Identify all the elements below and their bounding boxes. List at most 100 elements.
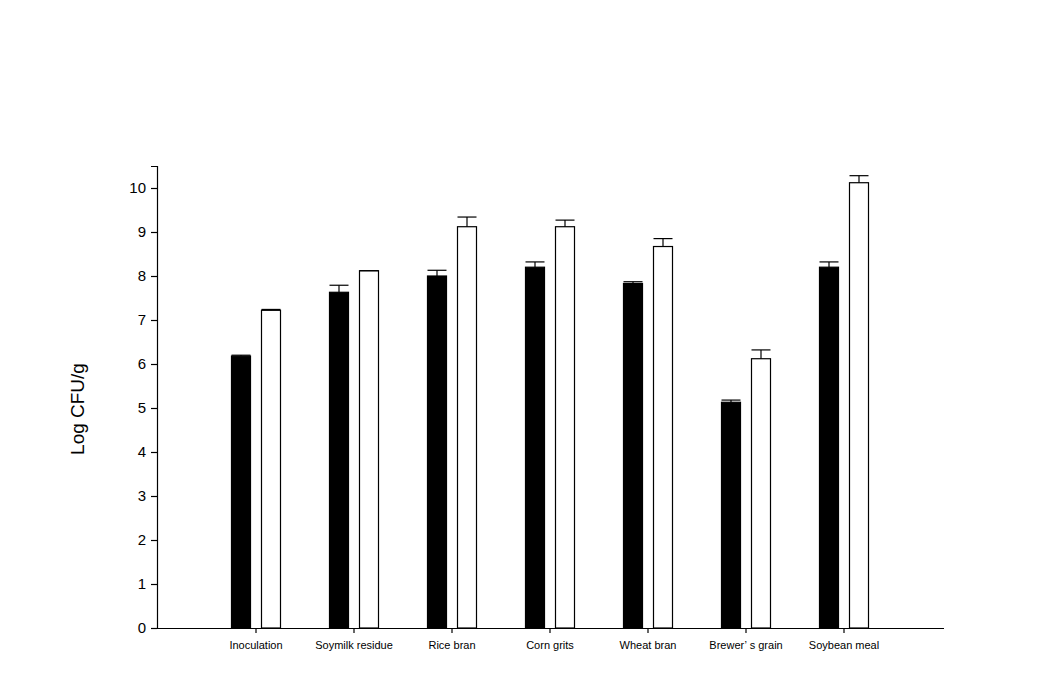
error-bar: [850, 176, 869, 183]
x-tick: Soymilk residue: [315, 628, 393, 651]
error-bar: [428, 270, 447, 276]
error-stem: [564, 220, 565, 227]
bar: [262, 310, 281, 628]
error-cap: [458, 216, 477, 217]
error-stem: [760, 350, 761, 359]
error-cap: [526, 261, 545, 262]
x-tick-label: Soybean meal: [809, 639, 879, 651]
y-tick: 3: [138, 487, 157, 504]
bar: [458, 227, 477, 628]
y-tick-mark: [151, 408, 157, 409]
error-cap: [820, 261, 839, 262]
x-tick-label: Rice bran: [428, 639, 475, 651]
y-tick-label: 4: [138, 443, 146, 460]
bars: [232, 176, 869, 628]
y-tick: 9: [138, 223, 157, 240]
x-tick-mark: [451, 628, 452, 633]
y-axis: 0 1 2 3 4 5 6 7 8 9 10: [129, 167, 157, 637]
y-tick: 7: [138, 311, 157, 328]
bar: [850, 183, 869, 628]
y-tick: 4: [138, 443, 157, 460]
error-bar: [820, 262, 839, 267]
error-cap: [752, 349, 771, 350]
x-tick-mark: [549, 628, 550, 633]
bar: [820, 267, 839, 628]
y-tick-label: 7: [138, 311, 146, 328]
error-cap: [330, 285, 349, 286]
error-bar: [556, 220, 575, 227]
error-stem: [338, 285, 339, 292]
y-tick-mark: [151, 232, 157, 233]
x-axis: Inoculation Soymilk residue Rice bran Corn …: [157, 628, 944, 651]
error-bar: [526, 262, 545, 267]
bar: [428, 276, 447, 628]
error-bar: [360, 270, 379, 271]
bar: [722, 402, 741, 628]
error-stem: [662, 239, 663, 247]
y-tick: 8: [138, 267, 157, 284]
y-tick: 0: [138, 619, 157, 636]
x-tick: Rice bran: [428, 628, 475, 651]
y-tick-mark: [151, 320, 157, 321]
error-cap: [556, 220, 575, 221]
error-bar: [624, 282, 643, 284]
chart: 0 1 2 3 4 5 6 7 8 9 10 Inoculation Soymilk residue Ri…: [0, 0, 1051, 674]
y-tick-label: 9: [138, 223, 146, 240]
bar: [556, 227, 575, 628]
y-tick-label: 10: [129, 179, 146, 196]
x-tick-label: Soymilk residue: [315, 639, 393, 651]
y-axis-title: Log CFU/g: [67, 363, 88, 455]
error-bar: [752, 350, 771, 359]
error-cap: [624, 281, 643, 282]
error-bar: [232, 355, 251, 357]
bar: [360, 271, 379, 628]
bar: [232, 356, 251, 628]
x-tick-label: Brewer’ s grain: [709, 639, 782, 651]
error-bar: [458, 217, 477, 227]
y-tick-mark: [151, 628, 157, 629]
y-tick: 6: [138, 355, 157, 372]
error-stem: [858, 176, 859, 183]
series: [232, 262, 839, 628]
error-bar: [722, 400, 741, 402]
y-tick-label: 5: [138, 399, 146, 416]
y-tick-label: 6: [138, 355, 146, 372]
x-tick-mark: [745, 628, 746, 633]
error-stem: [828, 262, 829, 267]
x-tick-mark: [647, 628, 648, 633]
y-tick: 1: [138, 575, 157, 592]
y-tick-label: 1: [138, 575, 146, 592]
y-tick-mark: [151, 584, 157, 585]
y-tick: 2: [138, 531, 157, 548]
error-cap: [850, 175, 869, 176]
bar: [624, 283, 643, 628]
bar: [526, 267, 545, 628]
error-stem: [466, 217, 467, 227]
x-tick-label: Inoculation: [229, 639, 282, 651]
bar: [654, 247, 673, 628]
series: [262, 176, 869, 628]
y-tick-label: 3: [138, 487, 146, 504]
error-cap: [232, 355, 251, 356]
y-tick-mark: [151, 364, 157, 365]
x-tick-mark: [353, 628, 354, 633]
error-bar: [262, 309, 281, 311]
x-tick: Wheat bran: [620, 628, 677, 651]
y-tick-mark: [151, 276, 157, 277]
y-tick-mark: [151, 540, 157, 541]
error-bar: [330, 285, 349, 292]
y-tick-label: 0: [138, 619, 146, 636]
bar: [330, 292, 349, 628]
y-tick-mark: [151, 188, 157, 189]
error-cap: [428, 270, 447, 271]
error-cap: [654, 238, 673, 239]
x-tick: Inoculation: [229, 628, 282, 651]
x-tick-mark: [255, 628, 256, 633]
error-stem: [534, 262, 535, 267]
error-bar: [654, 239, 673, 247]
x-tick-mark: [843, 628, 844, 633]
error-cap: [360, 270, 379, 271]
x-tick: Corn grits: [526, 628, 574, 651]
y-tick-mark: [151, 496, 157, 497]
x-tick-label: Corn grits: [526, 639, 574, 651]
